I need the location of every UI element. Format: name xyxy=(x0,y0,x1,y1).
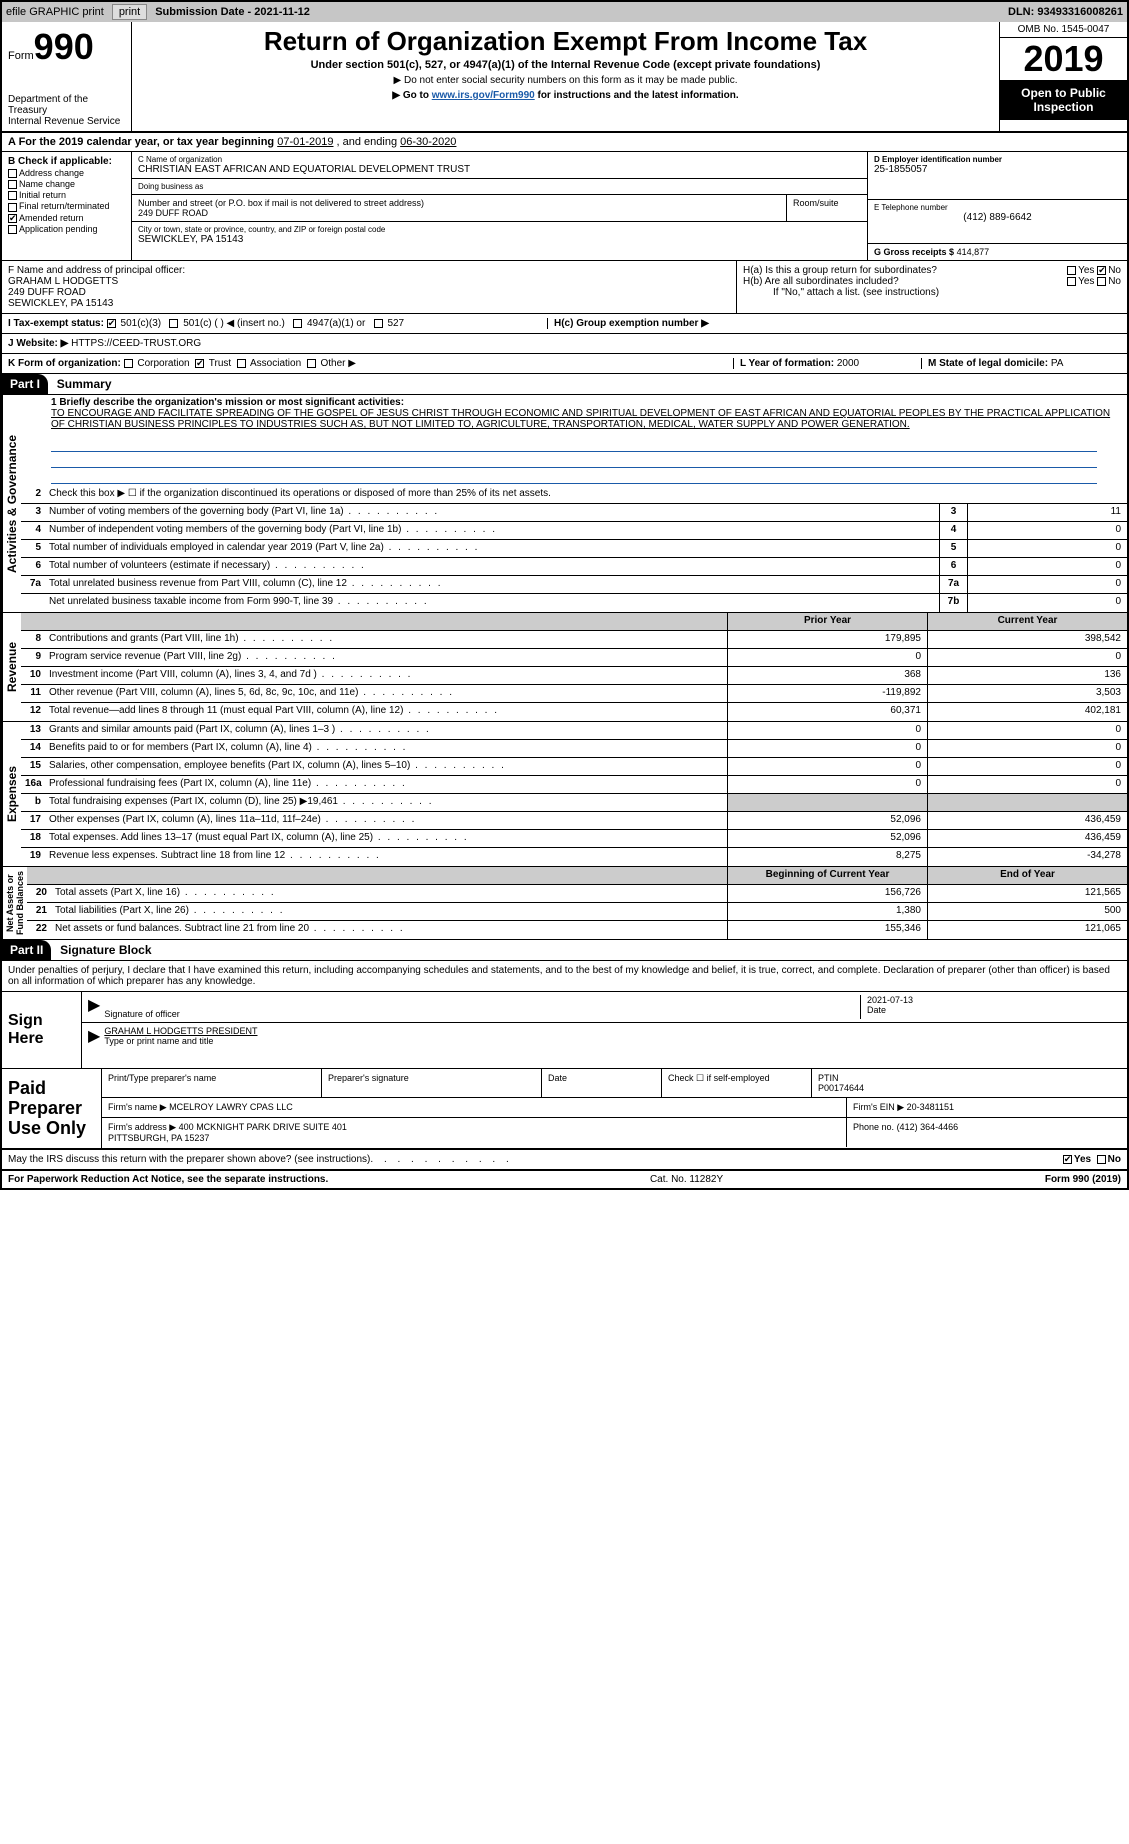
activities-governance: Activities & Governance 1 Briefly descri… xyxy=(2,395,1127,613)
efile-topbar: efile GRAPHIC print print Submission Dat… xyxy=(2,2,1127,22)
net-assets-section: Net Assets or Fund Balances Beginning of… xyxy=(2,867,1127,940)
ck-501c3[interactable] xyxy=(107,319,116,328)
page-footer: For Paperwork Reduction Act Notice, see … xyxy=(2,1171,1127,1188)
table-row: 8Contributions and grants (Part VIII, li… xyxy=(21,631,1127,649)
phone: (412) 889-6642 xyxy=(874,212,1121,223)
table-row: 4Number of independent voting members of… xyxy=(21,522,1127,540)
mission: 1 Briefly describe the organization's mi… xyxy=(21,395,1127,436)
table-row: 7aTotal unrelated business revenue from … xyxy=(21,576,1127,594)
part-ii-bar: Part II Signature Block xyxy=(2,940,1127,961)
website-row: J Website: ▶ HTTPS://CEED-TRUST.ORG xyxy=(2,334,1127,354)
form-subtitle: Under section 501(c), 527, or 4947(a)(1)… xyxy=(138,59,993,71)
table-row: 20Total assets (Part X, line 16) 156,726… xyxy=(27,885,1127,903)
firm-ein: 20-3481151 xyxy=(907,1102,954,1112)
efile-label: efile GRAPHIC print xyxy=(6,6,104,18)
section-a: B Check if applicable: Address change Na… xyxy=(2,152,1127,261)
submission-date: Submission Date - 2021-11-12 xyxy=(155,6,310,18)
table-row: 14Benefits paid to or for members (Part … xyxy=(21,740,1127,758)
table-row: 13Grants and similar amounts paid (Part … xyxy=(21,722,1127,740)
table-row: 22Net assets or fund balances. Subtract … xyxy=(27,921,1127,939)
tax-period: A For the 2019 calendar year, or tax yea… xyxy=(2,133,1127,152)
table-row: 15Salaries, other compensation, employee… xyxy=(21,758,1127,776)
table-row: 10Investment income (Part VIII, column (… xyxy=(21,667,1127,685)
k-l-m-row: K Form of organization: Corporation Trus… xyxy=(2,354,1127,374)
form-header: Form990 Department of the Treasury Inter… xyxy=(2,22,1127,133)
irs-link[interactable]: www.irs.gov/Form990 xyxy=(432,90,535,101)
table-row: bTotal fundraising expenses (Part IX, co… xyxy=(21,794,1127,812)
street-address: 249 DUFF ROAD xyxy=(138,208,780,218)
table-row: 18Total expenses. Add lines 13–17 (must … xyxy=(21,830,1127,848)
table-row: 9Program service revenue (Part VIII, lin… xyxy=(21,649,1127,667)
ssn-warning: ▶ Do not enter social security numbers o… xyxy=(138,75,993,86)
ck-application[interactable]: Application pending xyxy=(8,224,125,234)
dln-label: DLN: 93493316008261 xyxy=(1008,6,1123,18)
table-row: 5Total number of individuals employed in… xyxy=(21,540,1127,558)
ptin: P00174644 xyxy=(818,1083,864,1093)
col-c-org: C Name of organization CHRISTIAN EAST AF… xyxy=(132,152,867,260)
discuss-row: May the IRS discuss this return with the… xyxy=(2,1150,1127,1171)
dept-treasury: Department of the Treasury Internal Reve… xyxy=(8,94,125,127)
ck-name[interactable]: Name change xyxy=(8,179,125,189)
arrow-icon: ▶ xyxy=(88,1026,100,1046)
part-i-bar: Part I Summary xyxy=(2,374,1127,395)
table-row: 21Total liabilities (Part X, line 26) 1,… xyxy=(27,903,1127,921)
table-row: 3Number of voting members of the governi… xyxy=(21,504,1127,522)
table-row: 12Total revenue—add lines 8 through 11 (… xyxy=(21,703,1127,721)
table-row: 17Other expenses (Part IX, column (A), l… xyxy=(21,812,1127,830)
col-b-checkboxes: B Check if applicable: Address change Na… xyxy=(2,152,132,260)
revenue-section: Revenue Prior YearCurrent Year 8Contribu… xyxy=(2,613,1127,722)
ck-final[interactable]: Final return/terminated xyxy=(8,201,125,211)
col-d-e-g: D Employer identification number 25-1855… xyxy=(867,152,1127,260)
tax-exempt-row: I Tax-exempt status: 501(c)(3) 501(c) ( … xyxy=(2,314,1127,334)
officer-name: GRAHAM L HODGETTS xyxy=(8,276,730,287)
ein: 25-1855057 xyxy=(874,164,1121,175)
tax-year: 2019 xyxy=(1000,38,1127,80)
website: HTTPS://CEED-TRUST.ORG xyxy=(71,338,201,349)
signer-name: GRAHAM L HODGETTS PRESIDENT xyxy=(104,1026,1121,1036)
expenses-section: Expenses 13Grants and similar amounts pa… xyxy=(2,722,1127,867)
gross-receipts: 414,877 xyxy=(957,247,990,257)
open-public: Open to Public Inspection xyxy=(1000,80,1127,120)
arrow-icon: ▶ xyxy=(88,995,100,1019)
ck-initial[interactable]: Initial return xyxy=(8,190,125,200)
table-row: 11Other revenue (Part VIII, column (A), … xyxy=(21,685,1127,703)
table-row: Net unrelated business taxable income fr… xyxy=(21,594,1127,612)
table-row: 16aProfessional fundraising fees (Part I… xyxy=(21,776,1127,794)
table-row: 19Revenue less expenses. Subtract line 1… xyxy=(21,848,1127,866)
firm-name: MCELROY LAWRY CPAS LLC xyxy=(169,1102,293,1112)
form-title: Return of Organization Exempt From Incom… xyxy=(138,26,993,57)
ck-amended[interactable]: Amended return xyxy=(8,213,125,223)
ck-address[interactable]: Address change xyxy=(8,168,125,178)
org-name: CHRISTIAN EAST AFRICAN AND EQUATORIAL DE… xyxy=(138,164,861,175)
form-number: Form990 xyxy=(8,26,125,68)
print-button[interactable]: print xyxy=(112,4,147,20)
row-f-h: F Name and address of principal officer:… xyxy=(2,261,1127,314)
goto-line: ▶ Go to www.irs.gov/Form990 for instruct… xyxy=(138,90,993,101)
city-state-zip: SEWICKLEY, PA 15143 xyxy=(138,234,861,245)
paid-preparer: Paid Preparer Use Only Print/Type prepar… xyxy=(2,1069,1127,1150)
signature-block: Under penalties of perjury, I declare th… xyxy=(2,961,1127,1171)
omb-number: OMB No. 1545-0047 xyxy=(1000,22,1127,38)
table-row: 6Total number of volunteers (estimate if… xyxy=(21,558,1127,576)
firm-phone: (412) 364-4466 xyxy=(897,1122,959,1132)
